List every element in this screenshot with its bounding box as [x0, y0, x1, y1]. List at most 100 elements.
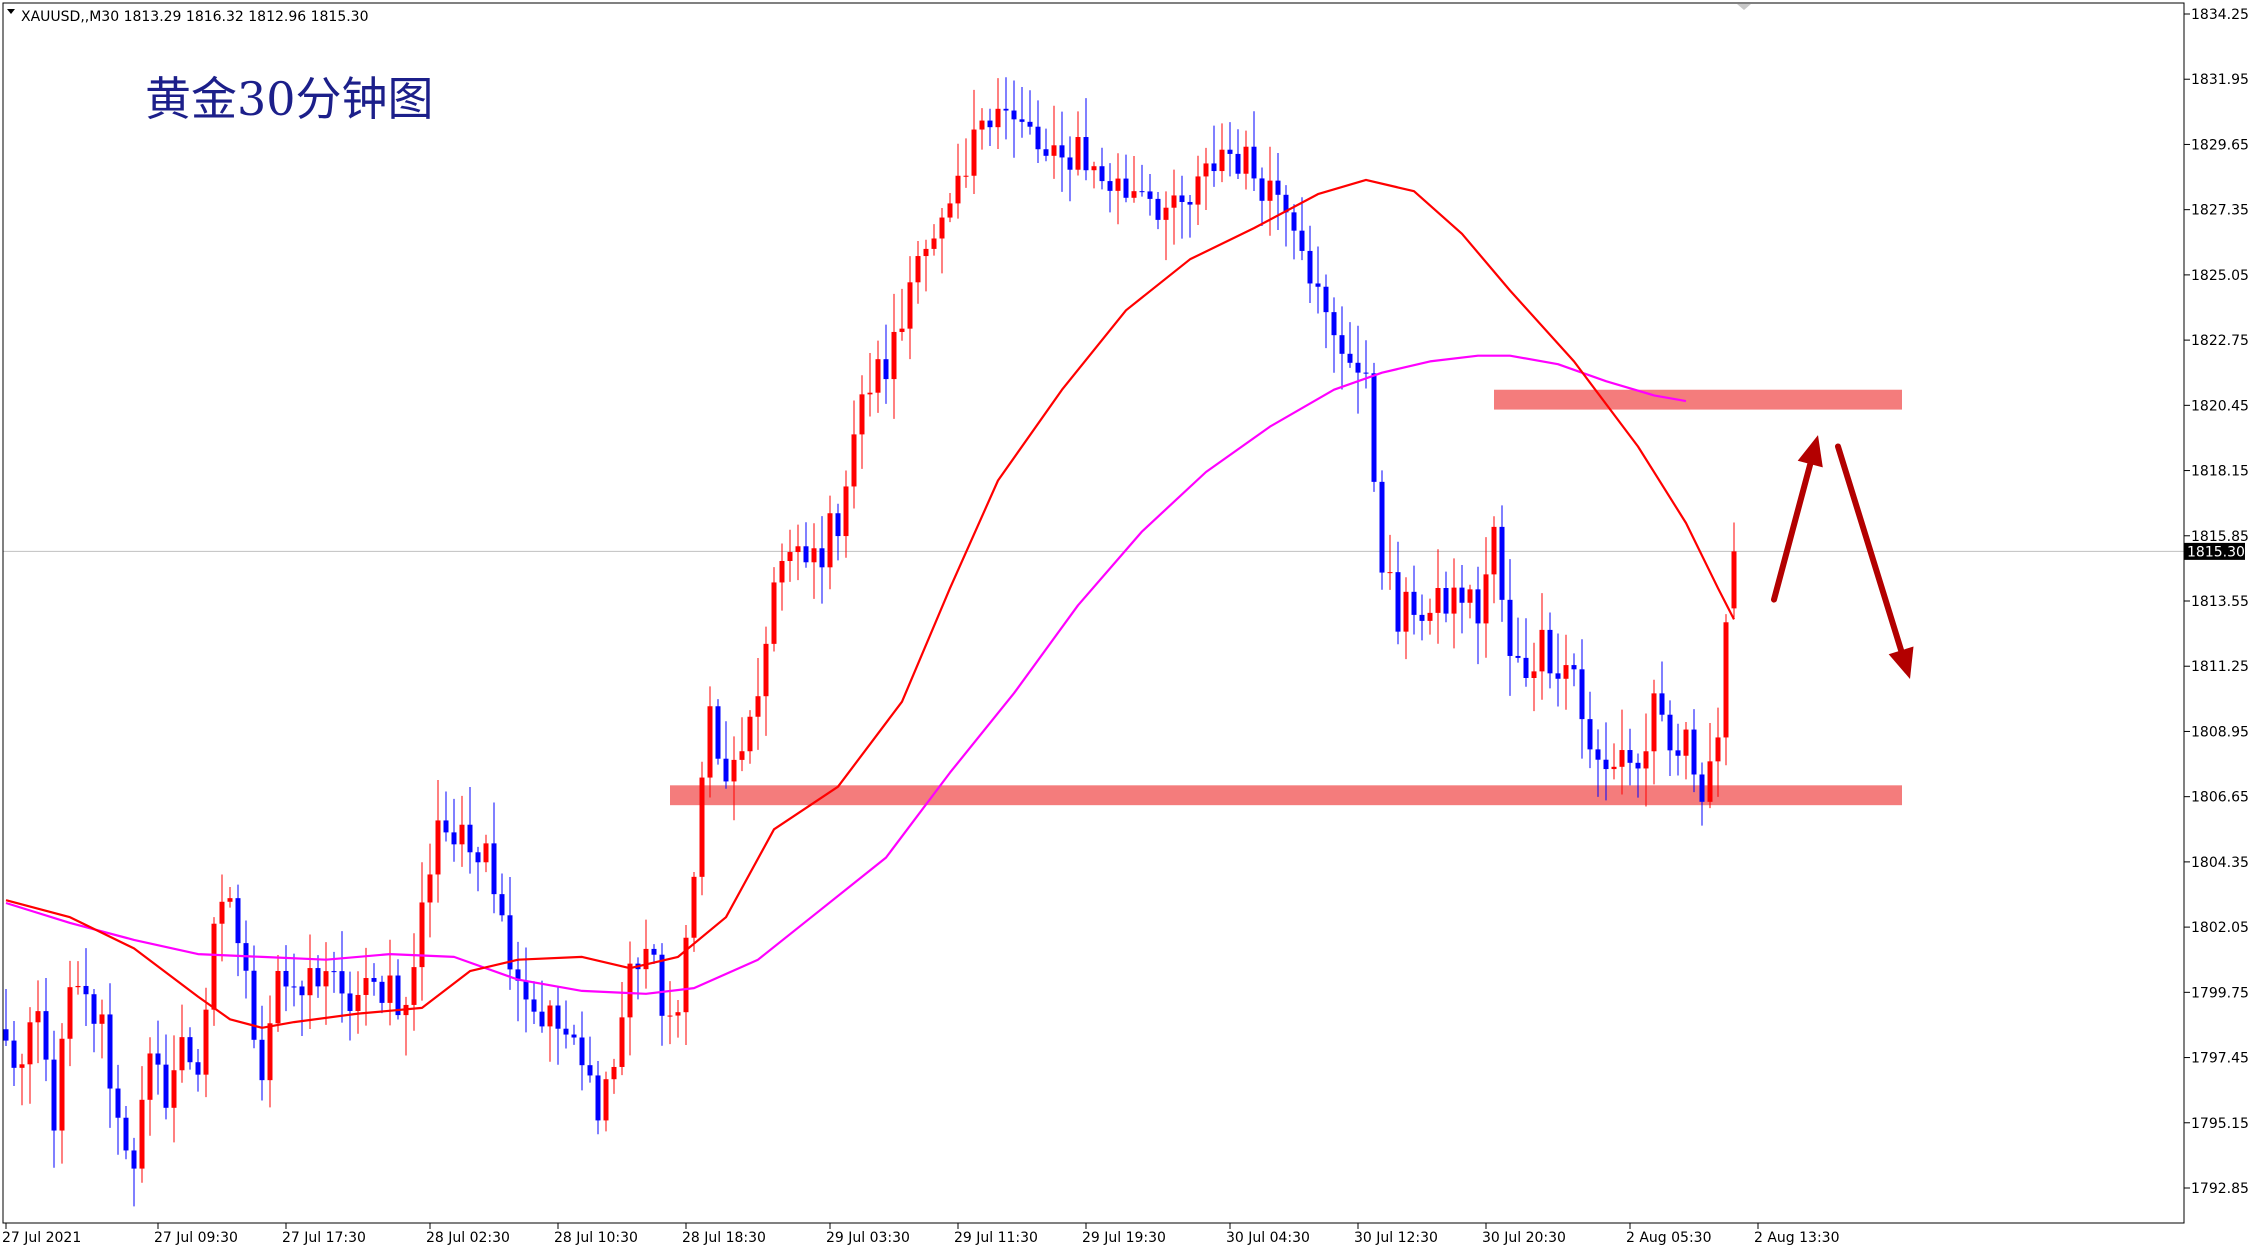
candle: [539, 980, 545, 1033]
price-tick-label: 1813.55: [2191, 594, 2249, 610]
candle: [1443, 571, 1449, 623]
candle: [859, 375, 865, 469]
candle: [1643, 713, 1649, 807]
price-tick-label: 1820.45: [2191, 398, 2249, 414]
candle: [1011, 80, 1017, 158]
candle: [275, 954, 281, 1032]
candle: [619, 981, 625, 1076]
candle: [971, 89, 977, 194]
candle: [1531, 642, 1537, 712]
candle: [875, 340, 881, 413]
candle: [1003, 77, 1009, 140]
candle: [795, 524, 801, 581]
candle: [1683, 722, 1689, 780]
candle: [1107, 163, 1113, 213]
candle: [731, 736, 737, 821]
time-tick-label: 28 Jul 10:30: [554, 1230, 638, 1246]
collapse-triangle-icon[interactable]: [7, 9, 15, 14]
price-tick-label: 1818.15: [2191, 464, 2249, 480]
candle: [1699, 762, 1705, 826]
candle: [1691, 709, 1697, 793]
candle: [811, 523, 817, 599]
price-tick-label: 1792.85: [2191, 1181, 2249, 1197]
candle: [691, 871, 697, 952]
candle: [179, 1004, 185, 1083]
price-tick-label: 1795.15: [2191, 1116, 2249, 1132]
price-zone-2: [670, 785, 1902, 806]
candle: [987, 108, 993, 146]
candle: [555, 986, 561, 1065]
candle: [1563, 634, 1569, 710]
candle: [3, 989, 9, 1047]
candle: [1323, 274, 1329, 349]
candle: [579, 1011, 585, 1091]
candle: [1251, 111, 1257, 192]
candle: [379, 975, 385, 1014]
candle: [771, 567, 777, 652]
price-zone-1: [1494, 389, 1902, 410]
candle: [1299, 197, 1305, 261]
candle: [1499, 505, 1505, 622]
candle: [355, 971, 361, 1034]
candle: [1603, 722, 1609, 801]
candle: [11, 1021, 17, 1087]
candle: [1179, 175, 1185, 239]
candle: [1627, 728, 1633, 786]
candle: [459, 795, 465, 867]
candle: [1459, 564, 1465, 634]
candle: [899, 288, 905, 341]
candle: [1027, 90, 1033, 135]
candle: [1379, 470, 1385, 590]
candle: [307, 934, 313, 1029]
candle: [1523, 618, 1529, 687]
price-tick-label: 1834.25: [2191, 7, 2249, 23]
plot-frame: [2, 2, 2185, 1224]
candle: [1715, 707, 1721, 797]
candle: [115, 1064, 121, 1155]
candle: [1051, 105, 1057, 179]
candle: [323, 942, 329, 1025]
candles: [3, 77, 1737, 1207]
candle: [1211, 125, 1217, 187]
candle: [1675, 723, 1681, 776]
price-tick-label: 1829.65: [2191, 137, 2249, 153]
candle: [35, 980, 41, 1064]
candle: [1515, 617, 1521, 663]
candle: [1331, 297, 1337, 373]
candle: [907, 256, 913, 360]
candle: [1243, 130, 1249, 190]
candle: [851, 400, 857, 509]
candle: [563, 1000, 569, 1049]
time-tick-label: 29 Jul 11:30: [954, 1230, 1038, 1246]
symbol-info: XAUUSD,,M30 1813.29 1816.32 1812.96 1815…: [21, 9, 369, 25]
candle: [1059, 111, 1065, 192]
candle: [715, 699, 721, 765]
candle: [1659, 661, 1665, 722]
candle: [491, 802, 497, 914]
price-tick-label: 1799.75: [2191, 985, 2249, 1001]
time-axis: 27 Jul 2021 27 Jul 09:30 27 Jul 17:30 28 Ju…: [2, 1223, 1840, 1246]
candle: [651, 944, 657, 964]
candle: [443, 791, 449, 842]
candle: [1731, 522, 1737, 618]
svg-text:1815.30: 1815.30: [2187, 544, 2245, 560]
candle: [451, 798, 457, 862]
candle: [419, 862, 425, 1001]
candle: [1411, 565, 1417, 635]
candle: [1171, 169, 1177, 245]
candle: [1475, 566, 1481, 665]
candle: [1091, 161, 1097, 189]
candle: [27, 1007, 33, 1104]
candle: [315, 955, 321, 998]
candle: [883, 324, 889, 404]
time-tick-label: 27 Jul 2021: [2, 1230, 81, 1246]
candle: [1067, 136, 1073, 202]
candle: [1595, 729, 1601, 797]
candle: [699, 761, 705, 896]
candle: [1019, 86, 1025, 138]
candle: [107, 983, 113, 1128]
candle: [219, 874, 225, 962]
candle: [963, 138, 969, 188]
candle: [1395, 541, 1401, 645]
